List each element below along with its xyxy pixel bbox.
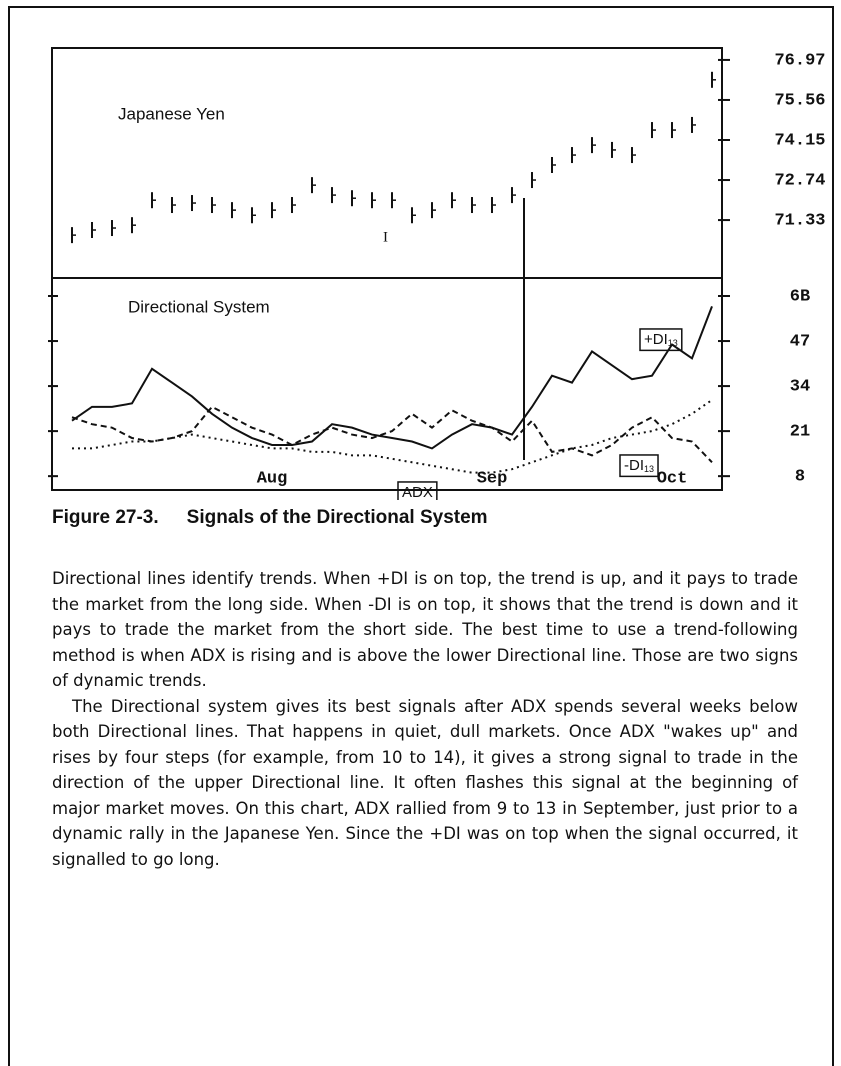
y-tick-label: 34	[790, 378, 810, 397]
series-line	[71, 405, 713, 463]
legend-name: ADX	[402, 484, 433, 500]
paragraph: The Directional system gives its best si…	[52, 696, 798, 869]
legend-label: ADX	[402, 484, 433, 500]
panel-title: Directional System	[128, 297, 270, 316]
y-tick-label: 76.97	[774, 51, 825, 70]
y-tick-label: 47	[790, 333, 810, 352]
series-line	[71, 306, 713, 450]
figure-title: Signals of the Directional System	[186, 507, 488, 528]
legend-label: -DI13	[624, 457, 654, 474]
y-tick-label: 74.15	[774, 131, 825, 150]
y-tick-label: 21	[790, 423, 810, 442]
figure-number: Figure 27-3.	[52, 507, 159, 528]
legend-box	[639, 328, 683, 352]
paragraph: Directional lines identify trends. When …	[52, 569, 798, 690]
x-tick-label: Aug	[257, 469, 288, 488]
figure-caption: Figure 27-3. Signals of the Directional S…	[52, 507, 488, 529]
legend-subscript: 13	[644, 464, 654, 474]
legend-subscript: 13	[668, 338, 678, 348]
x-tick-label: Oct	[657, 469, 688, 488]
chart-frame	[51, 47, 723, 491]
annotation: I	[383, 229, 388, 245]
y-tick-label: 71.33	[774, 212, 825, 231]
y-tick-label: 72.74	[774, 172, 825, 191]
chart: Japanese Yen I Directional System 71.33 7…	[48, 47, 826, 500]
y-tick-label: 6B	[790, 287, 810, 306]
series-line	[72, 399, 713, 474]
legend-name: -DI	[624, 457, 644, 474]
page-frame	[8, 6, 834, 1066]
panel-title: Japanese Yen	[118, 104, 225, 123]
y-tick-label: 8	[795, 468, 805, 487]
body-text: Directional lines identify trends. When …	[52, 566, 798, 872]
legend-label: +DI13	[644, 331, 678, 348]
legend-box	[619, 454, 659, 478]
x-tick-label: Sep	[477, 469, 508, 488]
y-tick-label: 75.56	[774, 91, 825, 110]
legend-box	[397, 481, 438, 500]
legend-name: +DI	[644, 331, 668, 348]
